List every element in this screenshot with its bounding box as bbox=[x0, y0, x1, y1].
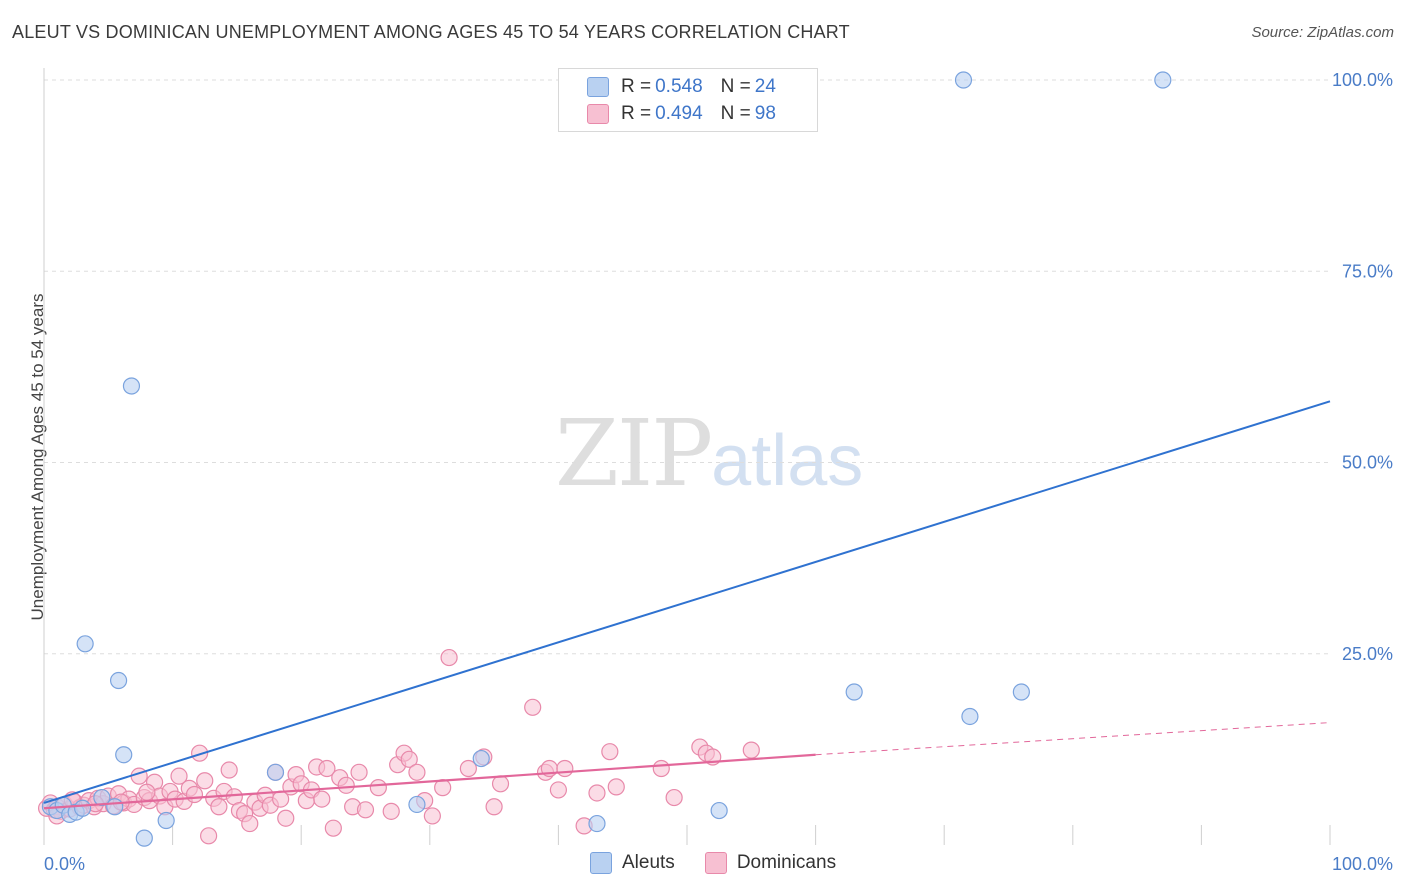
dominican-point bbox=[210, 798, 228, 816]
dominican-point bbox=[313, 790, 331, 808]
dominican-point bbox=[400, 750, 418, 768]
dominican-point bbox=[423, 807, 441, 825]
aleut-point bbox=[157, 811, 175, 830]
dominican-point bbox=[337, 776, 355, 794]
dominican-point bbox=[369, 779, 387, 797]
legend-swatch-aleuts bbox=[587, 77, 609, 97]
dominican-point bbox=[241, 814, 259, 833]
aleut-point bbox=[76, 635, 94, 653]
dominican-point bbox=[350, 763, 368, 781]
y-tick-label: 100.0% bbox=[1332, 70, 1393, 90]
dominican-point bbox=[588, 784, 606, 802]
dominican-point bbox=[549, 781, 568, 799]
watermark-zip: ZIP bbox=[555, 400, 713, 507]
dominican-point bbox=[191, 744, 209, 762]
legend-n-value: 24 bbox=[754, 76, 776, 97]
dominican-point bbox=[491, 775, 510, 793]
dominican-point bbox=[277, 809, 295, 827]
aleut-point bbox=[954, 71, 973, 89]
dominican-point bbox=[408, 763, 426, 781]
aleut-point bbox=[266, 763, 285, 781]
dominican-point bbox=[524, 698, 542, 716]
y-tick-label: 50.0% bbox=[1342, 453, 1393, 473]
watermark: ZIPatlas bbox=[555, 400, 863, 507]
legend-r-value: 0.494 bbox=[655, 103, 703, 124]
source-label: Source: ZipAtlas.com bbox=[1251, 24, 1394, 41]
watermark-atlas: atlas bbox=[711, 421, 864, 501]
legend-row-dominicans: R = 0.494 N = 98 bbox=[587, 102, 776, 126]
aleut-point bbox=[845, 683, 863, 701]
x-tick-label: 0.0% bbox=[44, 854, 85, 874]
aleut-point bbox=[135, 829, 153, 847]
dominican-point bbox=[185, 785, 204, 804]
bottom-legend-label-dominicans: Dominicans bbox=[736, 852, 837, 873]
dominican-point bbox=[665, 788, 683, 807]
dominican-trend-line bbox=[43, 753, 816, 810]
legend-n-label: N = bbox=[720, 76, 751, 97]
dominican-point bbox=[459, 759, 477, 778]
dominican-trend-extension bbox=[815, 722, 1331, 756]
bottom-legend-swatch-aleuts bbox=[590, 852, 612, 874]
aleut-point bbox=[961, 707, 979, 726]
dominican-point bbox=[601, 743, 619, 761]
dominican-point bbox=[556, 759, 574, 778]
dominican-point bbox=[318, 759, 336, 778]
dominican-point bbox=[440, 648, 458, 667]
legend-r-label: R = bbox=[621, 76, 652, 97]
y-tick-label: 75.0% bbox=[1342, 261, 1393, 281]
aleut-point bbox=[1012, 683, 1030, 701]
dominican-point bbox=[382, 802, 400, 820]
aleut-trend-line bbox=[43, 400, 1331, 804]
dominican-point bbox=[652, 759, 670, 778]
legend-swatch-dominicans bbox=[587, 104, 609, 124]
bottom-legend-aleuts: Aleuts bbox=[590, 852, 675, 874]
aleut-point bbox=[710, 801, 728, 820]
aleut-point bbox=[588, 814, 606, 833]
aleut-point bbox=[122, 377, 141, 395]
bottom-legend-label-aleuts: Aleuts bbox=[622, 852, 675, 873]
dominican-point bbox=[196, 772, 214, 790]
aleut-point bbox=[472, 749, 490, 768]
dominican-point bbox=[220, 761, 238, 779]
aleut-point bbox=[1154, 71, 1172, 89]
aleut-point bbox=[115, 746, 133, 764]
dominican-point bbox=[742, 741, 760, 759]
aleut-point bbox=[109, 671, 128, 690]
aleut-point bbox=[73, 799, 92, 817]
aleut-point bbox=[408, 795, 426, 814]
bottom-legend-dominicans: Dominicans bbox=[704, 852, 837, 874]
x-tick-label: 100.0% bbox=[1332, 854, 1393, 874]
aleut-point bbox=[93, 788, 111, 807]
bottom-legend-swatch-dominicans bbox=[704, 852, 727, 874]
dominican-point bbox=[324, 819, 342, 837]
dominican-point bbox=[607, 778, 625, 796]
chart-title: ALEUT VS DOMINICAN UNEMPLOYMENT AMONG AG… bbox=[12, 22, 850, 42]
legend-n-value: 98 bbox=[754, 103, 776, 124]
dominican-point bbox=[485, 798, 503, 816]
dominican-point bbox=[138, 783, 156, 801]
y-tick-label: 25.0% bbox=[1342, 644, 1393, 664]
dominican-point bbox=[356, 801, 375, 819]
dominican-point bbox=[200, 827, 218, 845]
dominican-point bbox=[170, 767, 188, 785]
legend-row-aleuts: R = 0.548 N = 24 bbox=[587, 75, 776, 99]
legend-r-value: 0.548 bbox=[655, 76, 703, 97]
legend-n-label: N = bbox=[720, 103, 751, 124]
legend-r-label: R = bbox=[621, 103, 652, 124]
legend: R = 0.548 N = 24 R = 0.494 N = 98 bbox=[558, 68, 818, 132]
aleut-point bbox=[106, 798, 124, 816]
bottom-legend: Aleuts Dominicans bbox=[590, 852, 866, 874]
